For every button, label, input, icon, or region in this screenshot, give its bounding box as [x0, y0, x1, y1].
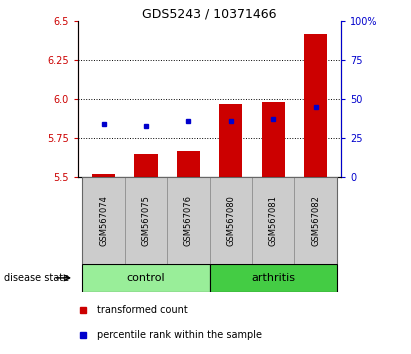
Text: GSM567080: GSM567080	[226, 195, 236, 246]
Text: disease state: disease state	[4, 273, 69, 283]
Title: GDS5243 / 10371466: GDS5243 / 10371466	[142, 7, 277, 20]
Bar	[294, 177, 337, 264]
Bar	[252, 177, 294, 264]
Text: percentile rank within the sample: percentile rank within the sample	[97, 330, 261, 339]
Bar	[219, 104, 242, 177]
Bar	[210, 264, 337, 292]
Bar	[167, 177, 210, 264]
Bar	[82, 264, 210, 292]
Bar	[261, 102, 285, 177]
Bar	[177, 150, 200, 177]
Text: GSM567081: GSM567081	[269, 195, 278, 246]
Text: arthritis: arthritis	[251, 273, 295, 283]
Text: GSM567074: GSM567074	[99, 195, 108, 246]
Text: GSM567076: GSM567076	[184, 195, 193, 246]
Text: GSM567075: GSM567075	[141, 195, 150, 246]
Text: GSM567082: GSM567082	[311, 195, 320, 246]
Bar	[92, 174, 115, 177]
Text: transformed count: transformed count	[97, 305, 187, 315]
Text: control: control	[127, 273, 165, 283]
Bar	[304, 34, 327, 177]
Bar	[82, 177, 125, 264]
Bar	[125, 177, 167, 264]
Bar	[210, 177, 252, 264]
Bar	[134, 154, 158, 177]
